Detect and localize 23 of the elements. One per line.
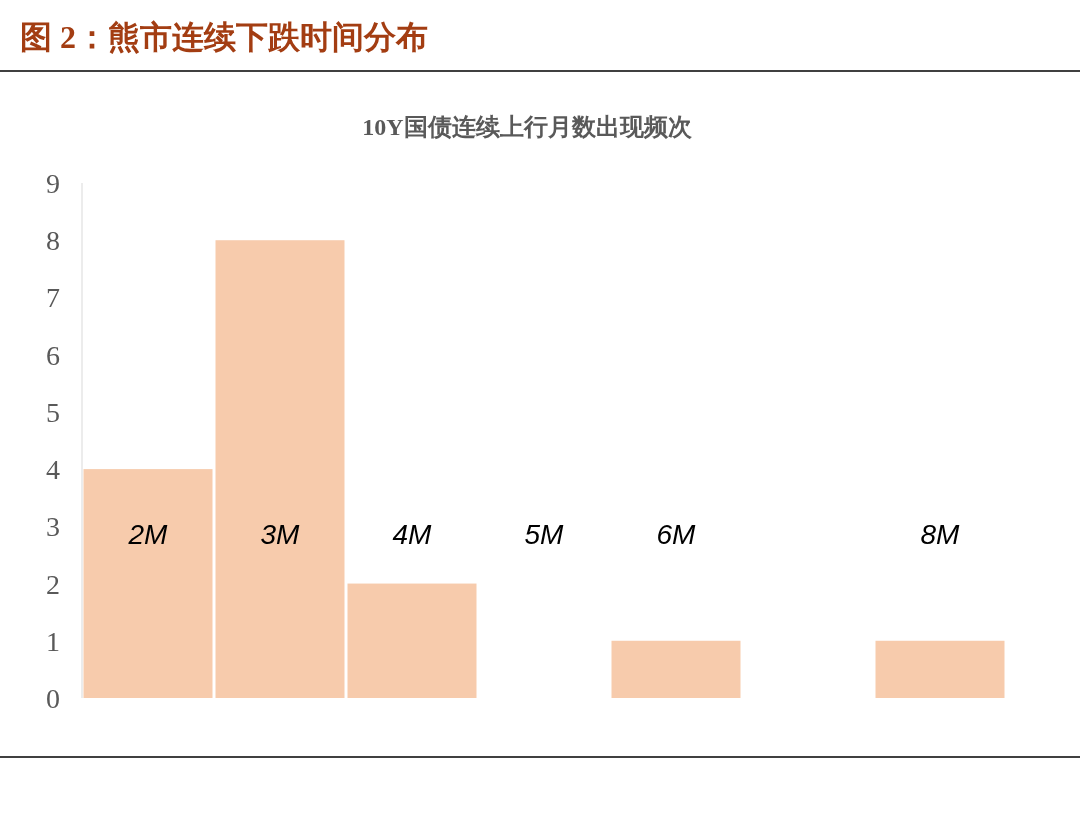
- chart-title: 图 2：熊市连续下跌时间分布: [20, 19, 428, 55]
- x-tick-label: 8M: [920, 518, 961, 550]
- x-tick-label: 6M: [656, 518, 697, 550]
- y-tick-label: 5: [46, 396, 60, 428]
- y-tick-label: 3: [46, 511, 60, 543]
- bar: [83, 469, 213, 698]
- bar: [215, 240, 345, 698]
- x-tick-label: 5M: [524, 518, 565, 550]
- y-tick-label: 0: [46, 683, 60, 714]
- y-tick-label: 9: [46, 168, 60, 199]
- x-tick-label: 2M: [127, 518, 169, 550]
- x-tick-label: 3M: [260, 518, 301, 550]
- y-tick-label: 8: [46, 225, 60, 257]
- x-tick-label: 4M: [392, 518, 433, 550]
- y-tick-label: 1: [46, 625, 60, 657]
- y-tick-label: 2: [46, 568, 60, 600]
- y-tick-label: 7: [46, 282, 60, 314]
- y-tick-label: 4: [46, 454, 60, 486]
- bar: [347, 583, 477, 698]
- bar: [875, 640, 1005, 698]
- bar: [611, 640, 741, 698]
- chart-subtitle: 10Y国债连续上行月数出现频次: [362, 114, 693, 140]
- y-tick-label: 6: [46, 339, 60, 371]
